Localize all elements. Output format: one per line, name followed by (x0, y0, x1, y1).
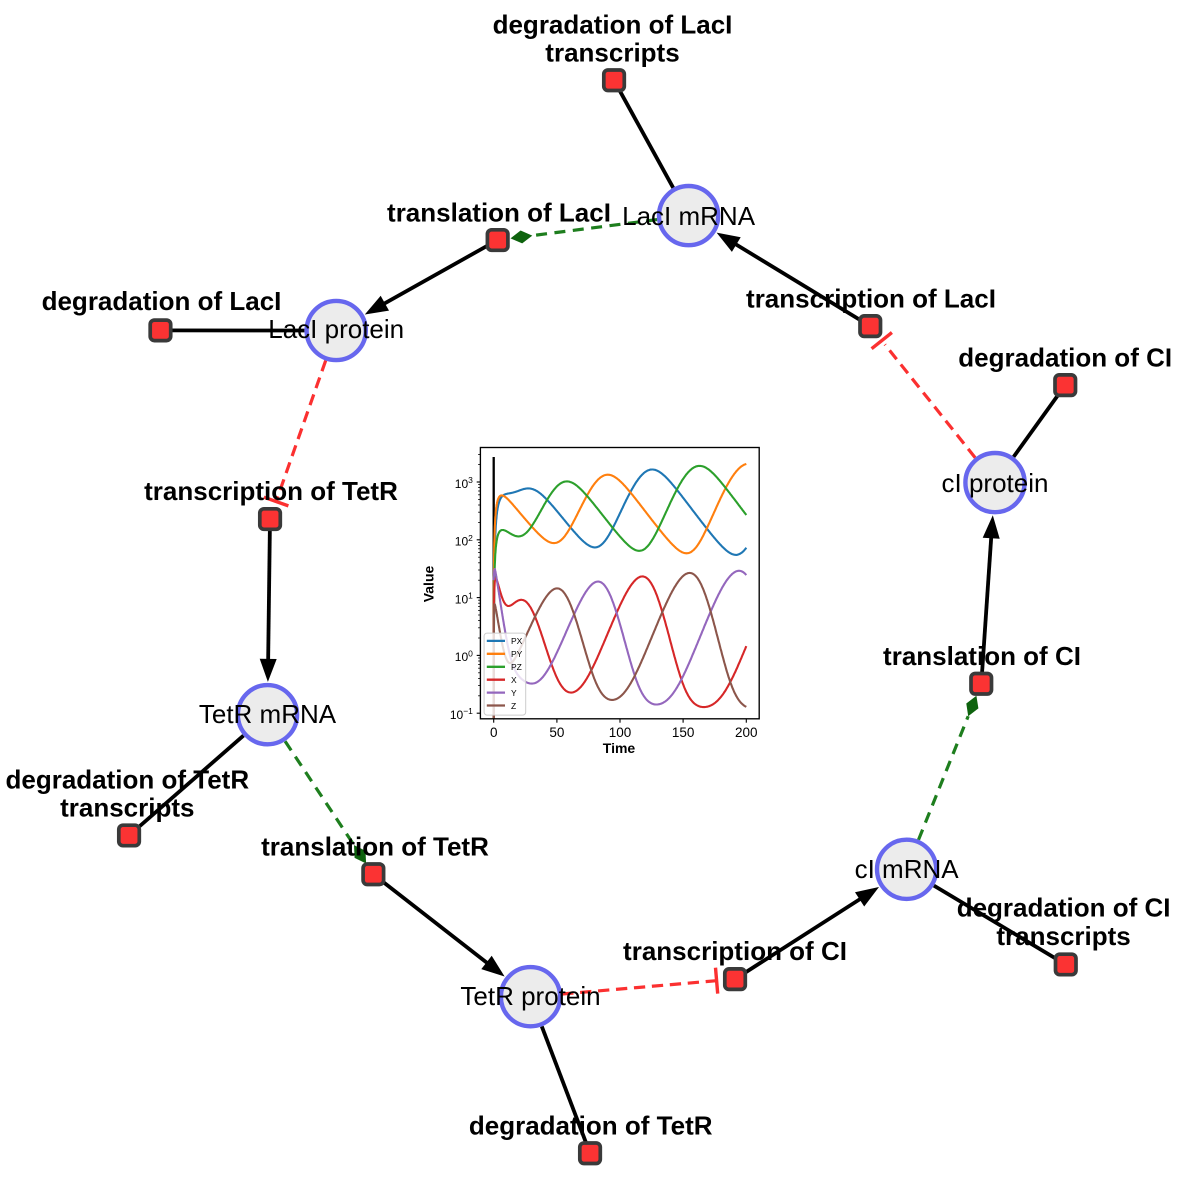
svg-text:degradation of LacI: degradation of LacI (42, 286, 282, 316)
svg-text:Z: Z (511, 701, 516, 711)
svg-text:100: 100 (609, 725, 632, 740)
svg-text:TetR protein: TetR protein (460, 981, 600, 1011)
svg-text:degradation of TetR: degradation of TetR (469, 1110, 713, 1140)
svg-text:PX: PX (511, 636, 523, 646)
svg-text:transcripts: transcripts (60, 793, 194, 823)
svg-text:Value: Value (421, 566, 437, 603)
svg-text:transcripts: transcripts (545, 38, 679, 68)
svg-text:X: X (511, 675, 517, 685)
svg-text:PY: PY (511, 649, 523, 659)
svg-text:transcription of TetR: transcription of TetR (144, 476, 398, 506)
svg-text:50: 50 (549, 725, 564, 740)
svg-text:200: 200 (735, 725, 758, 740)
svg-text:transcripts: transcripts (996, 921, 1130, 951)
svg-text:degradation of CI: degradation of CI (958, 342, 1172, 372)
svg-text:transcription of CI: transcription of CI (623, 936, 847, 966)
svg-text:LacI protein: LacI protein (268, 314, 404, 344)
svg-text:translation of TetR: translation of TetR (261, 832, 489, 862)
svg-text:Time: Time (603, 740, 636, 756)
svg-text:degradation of CI: degradation of CI (957, 893, 1171, 923)
svg-text:degradation of LacI: degradation of LacI (493, 10, 733, 40)
svg-text:cI mRNA: cI mRNA (855, 854, 960, 884)
svg-text:PZ: PZ (511, 662, 522, 672)
svg-text:degradation of TetR: degradation of TetR (5, 765, 249, 795)
svg-text:TetR mRNA: TetR mRNA (199, 699, 337, 729)
svg-text:transcription of LacI: transcription of LacI (746, 284, 996, 314)
svg-text:0: 0 (490, 725, 498, 740)
svg-text:Y: Y (511, 688, 517, 698)
svg-text:translation of LacI: translation of LacI (387, 197, 611, 227)
svg-text:cI protein: cI protein (942, 468, 1049, 498)
svg-text:150: 150 (672, 725, 695, 740)
svg-text:LacI mRNA: LacI mRNA (622, 201, 756, 231)
svg-text:translation of CI: translation of CI (883, 641, 1081, 671)
